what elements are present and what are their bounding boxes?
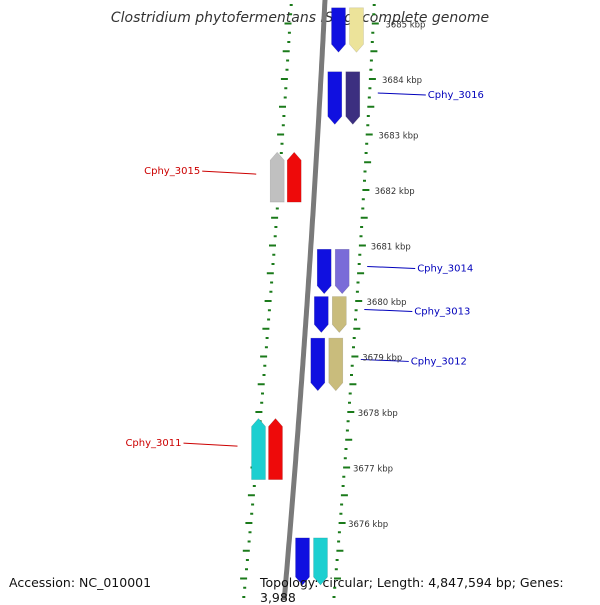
scale-label: 3683 kbp xyxy=(378,132,418,142)
scale-label: 3682 kbp xyxy=(375,187,415,197)
gene-arrow xyxy=(286,151,302,203)
scale-label: 3676 kbp xyxy=(348,520,388,530)
gene-feature: Cphy_3012 xyxy=(310,337,467,392)
scale-label: 3677 kbp xyxy=(353,465,393,475)
gene-label-leader xyxy=(364,308,413,312)
gene-label: Cphy_3011 xyxy=(125,438,181,449)
gene-arrow xyxy=(310,337,326,392)
gene-feature: Cphy_3016 xyxy=(327,71,484,125)
gene-label-leader xyxy=(202,170,257,175)
gene-arrow xyxy=(331,7,346,53)
gene-arrow xyxy=(269,151,285,203)
gene-label: Cphy_3014 xyxy=(417,264,473,275)
gene-feature: Cphy_3011 xyxy=(125,418,283,480)
gene-features: Cphy_3016 Cphy_3015 Cphy_3014 Cphy_3013 Cphy… xyxy=(125,7,484,586)
gene-label-leader xyxy=(360,358,409,362)
genome-title: Clostridium phytofermentans ISDg, comple… xyxy=(110,10,490,26)
gene-label-leader xyxy=(183,442,238,447)
gene-feature: Cphy_3015 xyxy=(144,151,302,203)
gene-label-leader xyxy=(377,92,426,96)
scale-label: 3685 kbp xyxy=(385,21,425,31)
scale-label: 3681 kbp xyxy=(371,243,411,253)
gene-arrow xyxy=(331,296,347,333)
accession-text: Accession: NC_010001 xyxy=(9,575,152,590)
gene-arrow xyxy=(327,71,343,125)
tick-marks xyxy=(240,4,379,598)
gene-label: Cphy_3015 xyxy=(144,166,200,177)
gene-arrow xyxy=(349,7,364,53)
gene-arrow xyxy=(268,418,283,480)
gene-feature: Cphy_3013 xyxy=(313,296,470,333)
gene-arrow xyxy=(295,537,310,586)
gene-feature xyxy=(331,7,364,53)
gene-arrow xyxy=(251,418,266,480)
scale-label: 3684 kbp xyxy=(382,76,422,86)
gene-arrow xyxy=(328,337,344,392)
gene-label: Cphy_3016 xyxy=(428,90,484,101)
gene-arrow xyxy=(316,249,332,295)
gene-arrow xyxy=(345,71,361,125)
gene-arrow xyxy=(313,296,329,333)
gene-arrow xyxy=(334,249,350,295)
scale-label: 3678 kbp xyxy=(358,409,398,419)
gene-label: Cphy_3013 xyxy=(414,307,470,318)
scale-label: 3679 kbp xyxy=(362,354,402,364)
gene-feature: Cphy_3014 xyxy=(316,249,473,295)
scale-label: 3680 kbp xyxy=(367,298,407,308)
gene-feature xyxy=(295,537,328,586)
gene-label: Cphy_3012 xyxy=(411,356,467,367)
genome-backbone xyxy=(281,0,328,600)
gene-label-leader xyxy=(367,265,416,269)
scale-labels: 3685 kbp 3684 kbp 3683 kbp 3682 kbp 3681 kbp… xyxy=(348,21,425,531)
gene-arrow xyxy=(313,537,328,586)
genome-summary: Topology: circular; Length: 4,847,594 bp… xyxy=(260,575,564,605)
